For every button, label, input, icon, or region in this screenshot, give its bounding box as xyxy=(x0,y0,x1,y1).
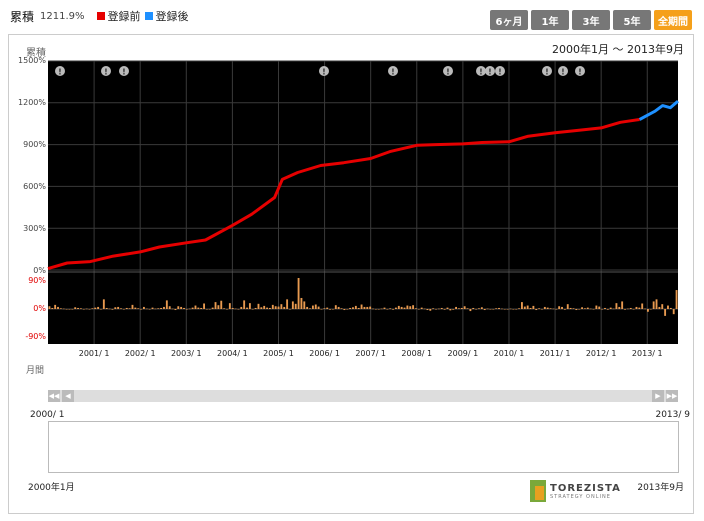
ytick-label: 600% xyxy=(23,182,46,191)
scroll-prev-button[interactable]: ◀ xyxy=(62,390,74,402)
legend-after-label: 登録後 xyxy=(155,10,189,23)
monthly-ytick-label: 90% xyxy=(28,276,46,285)
tab-5years[interactable]: 5年 xyxy=(613,10,651,30)
chart-frame xyxy=(8,34,694,514)
scroll-first-button[interactable]: ◀◀ xyxy=(48,390,60,402)
monthly-label: 月間 xyxy=(26,366,45,376)
navigator-panel[interactable] xyxy=(48,421,679,473)
legend-before-label: 登録前 xyxy=(107,10,141,23)
navigator-start-label: 2000/ 1 xyxy=(30,410,65,420)
logo-name: TOREZISTA xyxy=(550,482,621,494)
logo-icon xyxy=(530,480,546,502)
legend-after-swatch xyxy=(144,12,153,20)
cumulative-title: 累積 xyxy=(10,9,35,24)
ytick-label: 1200% xyxy=(18,98,46,107)
main-y-axis-label: 累積 xyxy=(26,48,46,59)
scroll-next-button[interactable]: ▶ xyxy=(652,390,664,402)
tab-1year[interactable]: 1年 xyxy=(531,10,569,30)
ytick-label: 900% xyxy=(23,140,46,149)
ytick-label: 1500% xyxy=(18,56,46,65)
tab-all-period[interactable]: 全期間 xyxy=(654,10,692,30)
monthly-ytick-label: -90% xyxy=(25,332,46,341)
ytick-label: 300% xyxy=(23,224,46,233)
ytick-label: 0% xyxy=(33,266,46,275)
period-tabs: 6ヶ月 1年 3年 5年 全期間 xyxy=(490,10,692,30)
footer-start-date: 2000年1月 xyxy=(28,483,75,493)
scroll-last-button[interactable]: ▶▶ xyxy=(666,390,678,402)
header: 累積 1211.9% 登録前 登録後 xyxy=(10,6,189,26)
tab-6months[interactable]: 6ヶ月 xyxy=(490,10,528,30)
cumulative-value: 1211.9% xyxy=(40,10,85,22)
navigator-end-label: 2013/ 9 xyxy=(655,410,690,420)
logo-subtitle: STRATEGY ONLINE xyxy=(550,493,611,500)
navigator-scrollbar[interactable]: ◀◀ ◀ ▶ ▶▶ xyxy=(48,390,678,402)
monthly-ytick-label: 0% xyxy=(33,304,46,313)
legend-before-swatch xyxy=(96,12,105,20)
date-range: 2000年1月 〜 2013年9月 xyxy=(552,43,684,56)
footer-end-date: 2013年9月 xyxy=(637,483,684,493)
tab-3years[interactable]: 3年 xyxy=(572,10,610,30)
torezista-logo: TOREZISTA STRATEGY ONLINE xyxy=(530,480,621,502)
